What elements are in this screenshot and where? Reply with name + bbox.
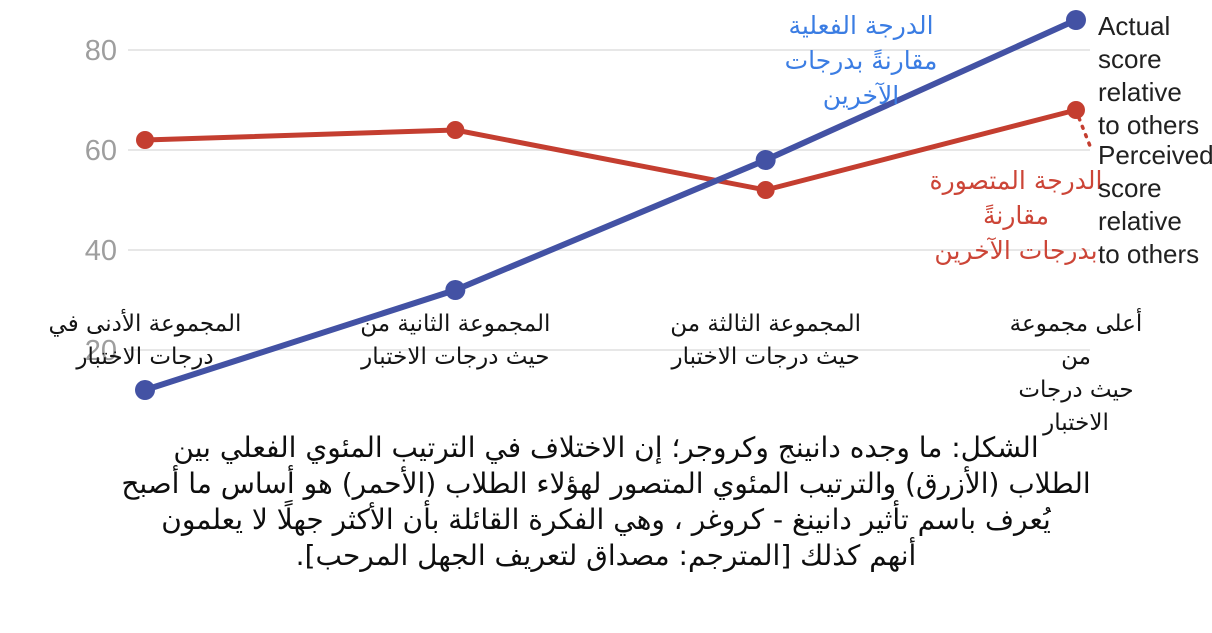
- svg-text:20: 20: [85, 335, 117, 367]
- dunning-kruger-chart: 20 40 60 80 المجموعة الأدنى في درجات الاختب…: [48, 10, 1212, 436]
- figure-caption: الشكل: ما وجده دانينج وكروجر؛ إن الاختلا…: [121, 431, 1091, 572]
- legend-perceived-english: Perceived score relative to others: [1098, 140, 1212, 269]
- x-axis-label: المجموعة الثانية من حيث درجات الاختبار: [360, 311, 551, 370]
- svg-text:80: 80: [85, 35, 117, 67]
- annotation-perceived-arabic: الدرجة المتصورة مقارنةً بدرجات الآخرين: [929, 166, 1103, 265]
- annotation-actual-arabic: الدرجة الفعلية مقارنةً بدرجات الآخرين: [784, 11, 938, 110]
- svg-text:40: 40: [85, 235, 117, 267]
- x-axis-label: المجموعة الثالثة من حيث درجات الاختبار: [670, 311, 862, 370]
- x-axis-label: أعلى مجموعة من حيث درجات الاختبار: [1009, 311, 1143, 436]
- x-axis-label: المجموعة الأدنى في درجات الاختبار: [48, 311, 242, 370]
- svg-text:60: 60: [85, 135, 117, 167]
- line-chart-canvas: 20 40 60 80: [85, 10, 1094, 400]
- legend-actual-english: Actual score relative to others: [1098, 11, 1200, 140]
